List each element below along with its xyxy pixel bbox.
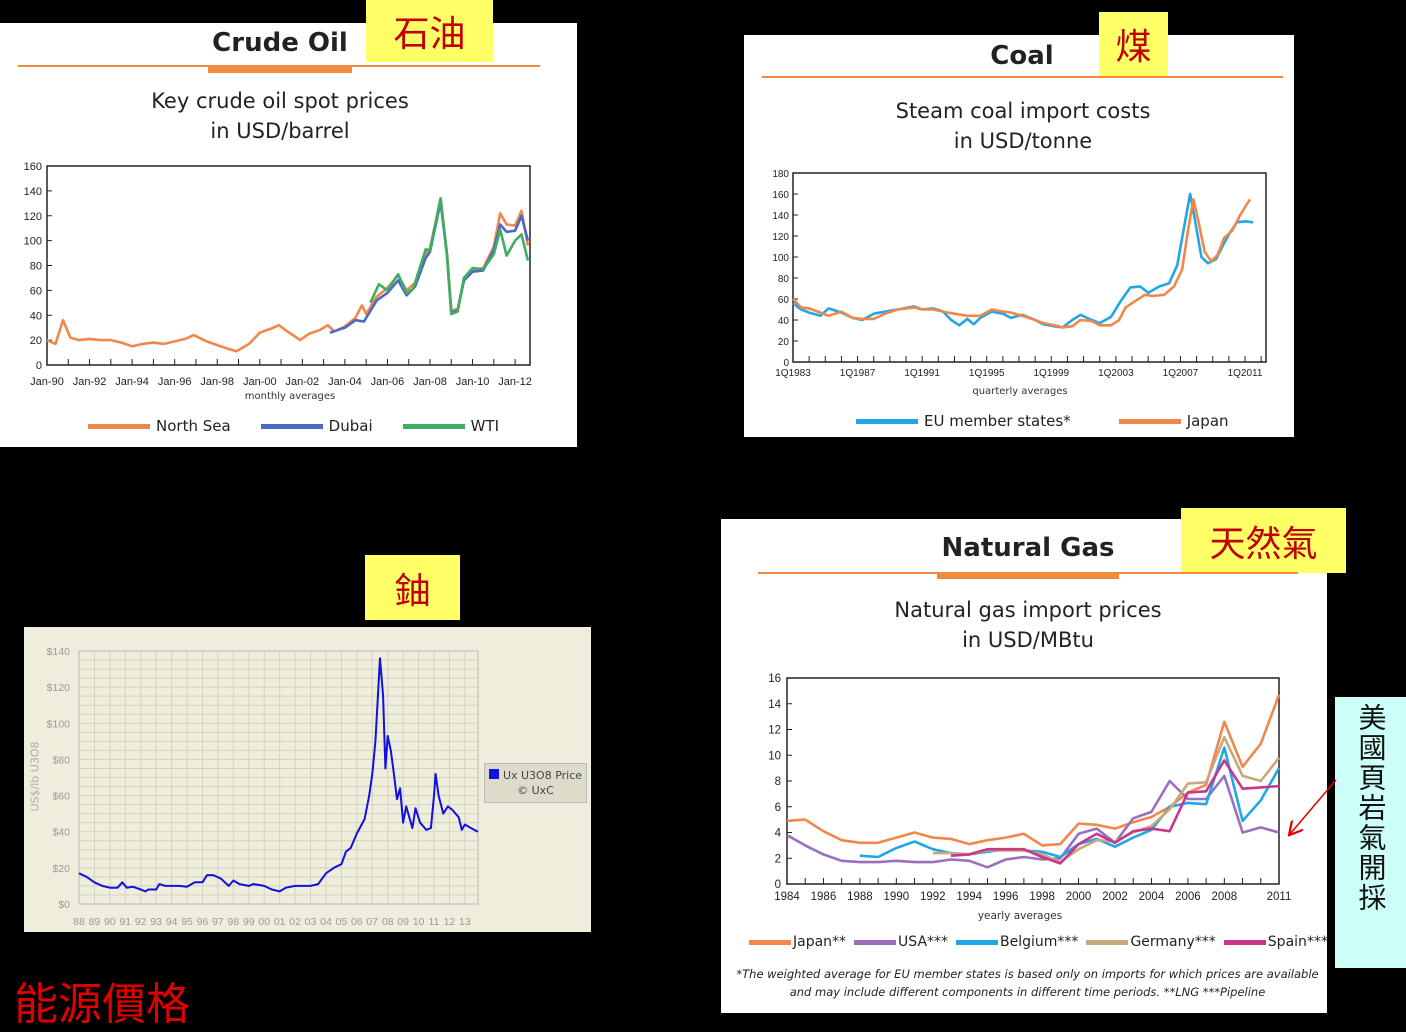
label-oil: 石油 (366, 0, 493, 62)
coal-title: Coal (990, 41, 1054, 71)
subtitle-line: in USD/MBtu (962, 628, 1094, 652)
legend-swatch (854, 939, 897, 945)
x-axis-label: monthly averages (244, 391, 336, 402)
legend-label: Japan** (793, 934, 847, 950)
crude-oil-subtitle: Key crude oil spot prices in USD/barrel (80, 86, 480, 146)
legend-swatch (488, 769, 499, 779)
slide-title: 能源價格 (14, 979, 190, 1030)
legend-label: Belgium*** (1000, 934, 1079, 950)
subtitle-line: in USD/barrel (210, 119, 350, 143)
legend-swatch (1086, 939, 1129, 945)
crude-oil-title: Crude Oil (212, 28, 348, 58)
legend-label: USA*** (898, 934, 949, 950)
legend-label: Germany*** (1130, 934, 1216, 950)
legend-swatch (856, 418, 918, 424)
legend-label: EU member states* (924, 412, 1071, 430)
subtitle-line: Key crude oil spot prices (151, 89, 409, 113)
legend-label: Spain*** (1267, 934, 1328, 950)
footnote: *The weighted average for EU member stat… (736, 967, 1319, 981)
legend-swatch (956, 939, 999, 945)
annotation-text: 美國頁岩氣開採 (1354, 703, 1388, 913)
label-uranium: 鈾 (365, 555, 460, 620)
footnote: and may include different components in … (789, 985, 1266, 999)
legend-swatch (260, 423, 323, 429)
coal-subtitle: Steam coal import costs in USD/tonne (823, 96, 1223, 156)
coal-legend: EU member states* Japan (856, 412, 1229, 430)
legend-swatch (88, 423, 150, 429)
divider (762, 76, 1283, 78)
legend-swatch (1223, 939, 1266, 945)
natural-gas-subtitle: Natural gas import prices in USD/MBtu (828, 595, 1228, 655)
legend-swatch (749, 939, 791, 945)
legend-label: North Sea (156, 417, 231, 435)
legend-swatch (1118, 418, 1181, 424)
legend-credit: © UxC (517, 784, 554, 797)
legend-label: Ux U3O8 Price (502, 769, 583, 782)
subtitle-line: Natural gas import prices (894, 598, 1162, 622)
divider-accent (937, 572, 1119, 579)
x-axis-label: quarterly averages (972, 386, 1068, 397)
natural-gas-legend: Japan** USA*** Belgium*** Germany*** Spa… (749, 934, 1328, 950)
legend-label: Japan (1186, 412, 1229, 430)
x-axis-label: yearly averages (977, 910, 1063, 922)
subtitle-line: Steam coal import costs (895, 99, 1151, 123)
divider-accent (208, 66, 352, 73)
shale-gas-annotation: 美國頁岩氣開採 (1335, 697, 1406, 968)
subtitle-line: in USD/tonne (953, 129, 1093, 153)
uranium-legend: Ux U3O8 Price © UxC (484, 763, 587, 803)
legend-swatch (402, 423, 465, 429)
crude-oil-legend: North Sea Dubai WTI (88, 417, 499, 435)
legend-label: WTI (470, 417, 500, 435)
y-axis-label: US$/lb U3O8 (28, 741, 42, 812)
label-coal: 煤 (1099, 12, 1168, 76)
legend-label: Dubai (328, 417, 373, 435)
label-gas: 天然氣 (1181, 508, 1346, 573)
natural-gas-title: Natural Gas (941, 533, 1115, 563)
